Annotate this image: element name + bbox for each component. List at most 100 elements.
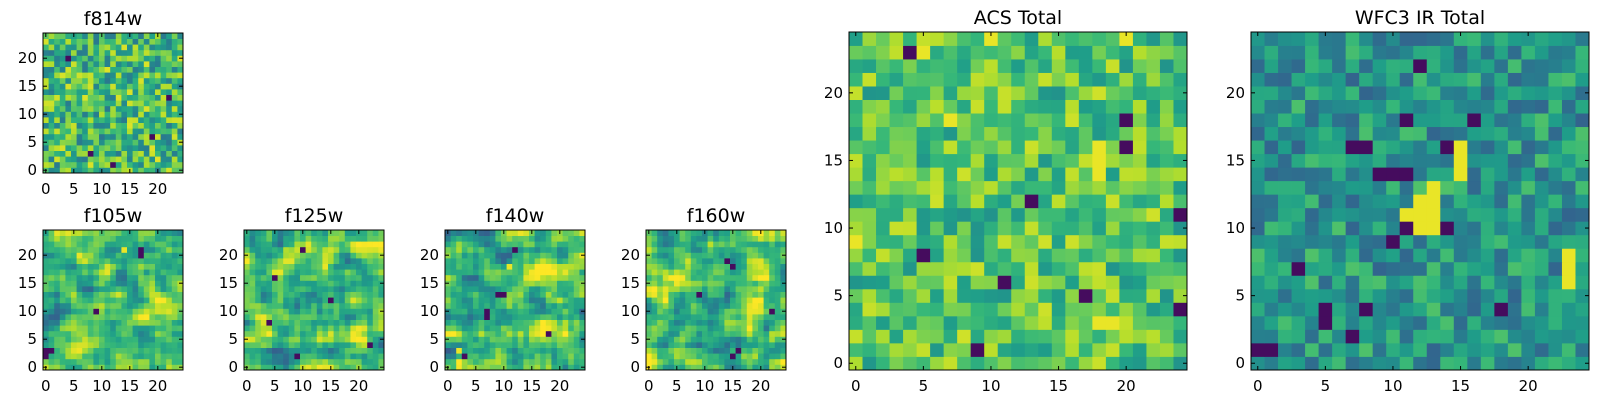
heatmap-cell [568,230,575,236]
heatmap-cell [1521,248,1536,263]
heatmap-cell [372,347,379,354]
heatmap-cell [1332,356,1347,371]
heatmap-cell [249,274,256,281]
heatmap-cell [674,246,680,253]
heatmap-cell [473,342,479,348]
heatmap-cell [1494,342,1509,357]
heatmap-cell [48,156,55,163]
heatmap-cell [378,297,385,304]
heatmap-cell [1480,72,1495,87]
heatmap-cell [149,133,156,140]
heatmap-cell [43,117,49,123]
heatmap-cell [54,286,61,292]
heatmap-cell [1105,167,1120,182]
heatmap-cell [1119,194,1134,209]
x-tick-label: 15 [120,377,139,395]
heatmap-cell [573,330,580,337]
heatmap-cell [473,280,479,287]
heatmap-cell [160,44,167,51]
heatmap-cell [445,314,451,320]
heatmap-cell [155,72,161,79]
heatmap-cell [997,275,1012,290]
heatmap-cell [562,246,569,253]
heatmap-cell [579,235,586,242]
heatmap-cell [930,315,945,330]
heatmap-cell [752,291,759,298]
heatmap-cell [127,319,133,326]
heatmap-cell [1440,45,1455,60]
heatmap-cell [523,274,530,281]
heatmap-cell [517,336,524,343]
heatmap-cell [87,235,94,242]
heatmap-cell [110,49,117,56]
heatmap-cell [702,263,708,270]
heatmap-cell [730,353,736,360]
heatmap-cell [1159,45,1174,60]
heatmap-cell [104,325,111,332]
heatmap-cell [155,122,161,129]
heatmap-cell [372,308,379,315]
heatmap-cell [1548,194,1563,209]
heatmap-cell [1507,275,1522,290]
heatmap-cell [322,263,329,270]
heatmap-cell [1561,113,1576,128]
heatmap-cell [489,280,496,287]
heatmap-cell [71,308,77,315]
heatmap-cell [662,246,669,253]
heatmap-cell [143,117,150,123]
heatmap-cell [166,246,173,253]
heatmap-cell [155,263,161,270]
heatmap-cell [1561,153,1576,168]
heatmap-cell [943,140,958,155]
heatmap-cell [1575,45,1590,60]
heatmap-cell [361,241,368,248]
heatmap-cell [255,269,262,276]
heatmap-cell [1453,315,1468,330]
heatmap-cell [1548,140,1563,155]
heatmap-cell [562,263,569,270]
heatmap-cell [876,194,890,209]
heatmap-cell [311,353,318,360]
heatmap-cell [730,291,736,298]
heatmap-cell [646,258,652,264]
heatmap-cell [333,235,340,242]
panel-title: f140w [486,205,545,227]
heatmap-cell [344,241,351,248]
heatmap-cell [82,156,89,163]
heatmap-cell [579,330,586,337]
heatmap-cell [177,274,184,281]
heatmap-cell [735,342,742,348]
heatmap-cell [685,263,692,270]
heatmap-cell [662,263,669,270]
heatmap-cell [104,167,111,174]
heatmap-cell [517,342,524,348]
heatmap-cell [1521,45,1536,60]
heatmap-cell [1173,86,1188,100]
heatmap-cell [155,77,161,84]
heatmap-cell [93,44,100,51]
heatmap-cell [311,330,318,337]
heatmap-cell [646,263,652,270]
heatmap-cell [1038,234,1053,249]
heatmap-cell [876,45,890,60]
heatmap-cell [696,241,703,248]
heatmap-cell [71,252,77,259]
heatmap-cell [121,319,128,326]
heatmap-cell [551,347,558,354]
heatmap-cell [1278,86,1292,100]
heatmap-cell [1426,59,1441,73]
heatmap-cell [1051,194,1066,209]
heatmap-cell [65,347,72,354]
y-tick-label: 10 [621,302,640,320]
heatmap-cell [121,325,128,332]
heatmap-cell [579,241,586,248]
heatmap-cell [523,235,530,242]
heatmap-cell [579,246,586,253]
heatmap-cell [679,291,686,298]
heatmap-cell [957,32,972,46]
heatmap-cell [339,274,346,281]
heatmap-cell [121,139,128,146]
heatmap-cell [1534,167,1549,182]
heatmap-cell [110,161,117,168]
heatmap-cell [1561,329,1576,344]
